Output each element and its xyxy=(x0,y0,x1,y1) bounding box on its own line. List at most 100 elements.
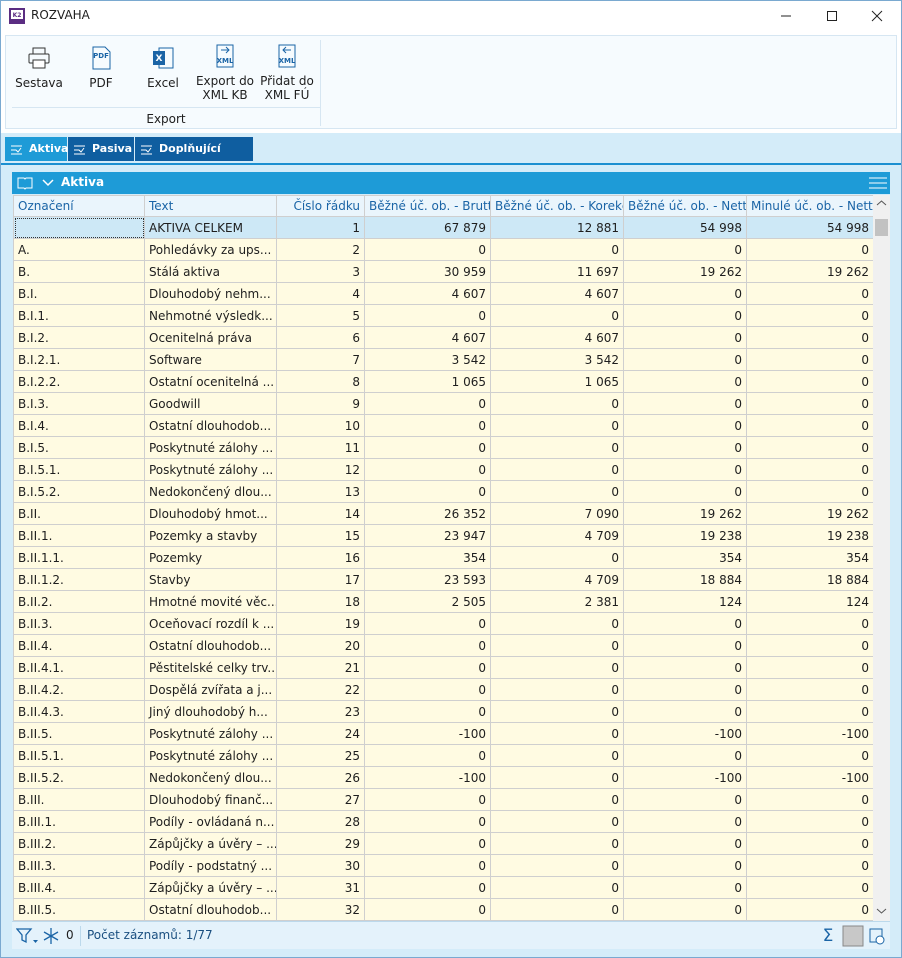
table-row[interactable]: B.I.5.2. Nedokončený dlou... 13 0 0 0 0 xyxy=(13,480,874,503)
table-cell: -100 xyxy=(364,766,491,789)
table-cell: 2 xyxy=(276,238,365,261)
table-cell: B.III.4. xyxy=(13,876,145,899)
table-row[interactable]: B. Stálá aktiva 3 30 959 11 697 19 262 19 262 xyxy=(13,260,874,283)
table-cell xyxy=(13,216,145,239)
table-cell: 12 881 xyxy=(490,216,624,239)
toolbar-button[interactable]: X Excel xyxy=(132,44,194,90)
table-cell: 0 xyxy=(490,678,624,701)
table-cell: 0 xyxy=(490,832,624,855)
table-row[interactable]: B.II.4.2. Dospělá zvířata a j... 22 0 0 0 0 xyxy=(13,678,874,701)
filter-icon[interactable] xyxy=(16,927,40,945)
freeze-icon[interactable] xyxy=(42,927,60,945)
svg-text:XML: XML xyxy=(279,57,296,65)
tab[interactable]: Pasiva xyxy=(68,137,134,161)
table-row[interactable]: B.III.2. Zápůjčky a úvěry – ... 29 0 0 0 0 xyxy=(13,832,874,855)
column-header[interactable]: Číslo řádku xyxy=(276,195,365,217)
table-cell: 0 xyxy=(623,876,747,899)
table-row[interactable]: A. Pohledávky za ups... 2 0 0 0 0 xyxy=(13,238,874,261)
table-cell: Dlouhodobý hmot... xyxy=(144,502,277,525)
table-cell: B.III. xyxy=(13,788,145,811)
table-cell: 0 xyxy=(623,832,747,855)
table-row[interactable]: B.I.1. Nehmotné výsledk... 5 0 0 0 0 xyxy=(13,304,874,327)
table-row[interactable]: B.I.5. Poskytnuté zálohy ... 11 0 0 0 0 xyxy=(13,436,874,459)
table-cell: 0 xyxy=(623,392,747,415)
toolbar-button[interactable]: Sestava xyxy=(8,44,70,90)
table-cell: 0 xyxy=(623,678,747,701)
column-header[interactable]: Text xyxy=(144,195,277,217)
title-bar: K2 ROZVAHA xyxy=(1,1,901,31)
menu-icon[interactable] xyxy=(868,176,888,190)
table-row[interactable]: B.II.4.1. Pěstitelské celky trv... 21 0 0 0 0 xyxy=(13,656,874,679)
table-row[interactable]: B.II. Dlouhodobý hmot... 14 26 352 7 090 19 2… xyxy=(13,502,874,525)
table-row[interactable]: B.II.4.3. Jiný dlouhodobý h... 23 0 0 0 0 xyxy=(13,700,874,723)
table-row[interactable]: AKTIVA CELKEM 1 67 879 12 881 54 998 54 998 xyxy=(13,216,874,239)
table-row[interactable]: B.II.4. Ostatní dlouhodob... 20 0 0 0 0 xyxy=(13,634,874,657)
toolbar-button[interactable]: XML Export do XML KB xyxy=(194,44,256,102)
table-cell: B.II.1.2. xyxy=(13,568,145,591)
table-cell: 0 xyxy=(490,612,624,635)
table-row[interactable]: B.III.5. Ostatní dlouhodob... 32 0 0 0 0 xyxy=(13,898,874,921)
column-header[interactable]: Běžné úč. ob. - Korekce xyxy=(490,195,624,217)
table-row[interactable]: B.II.5. Poskytnuté zálohy ... 24 -100 0 -100-… xyxy=(13,722,874,745)
table-cell: B.II.5.1. xyxy=(13,744,145,767)
scrollbar[interactable] xyxy=(873,195,890,921)
table-cell: 0 xyxy=(623,898,747,921)
table-row[interactable]: B.II.1.2. Stavby 17 23 593 4 709 18 884 18 884 xyxy=(13,568,874,591)
table-row[interactable]: B.I. Dlouhodobý nehm... 4 4 607 4 607 0 0 xyxy=(13,282,874,305)
table-cell: 6 xyxy=(276,326,365,349)
table-cell: B.I.5.2. xyxy=(13,480,145,503)
toolbar-button[interactable]: XML Přidat do XML FÚ xyxy=(256,44,318,102)
table-cell: 1 065 xyxy=(490,370,624,393)
column-header[interactable]: Označení xyxy=(13,195,145,217)
table-cell: Poskytnuté zálohy ... xyxy=(144,722,277,745)
table-row[interactable]: B.II.5.2. Nedokončený dlou... 26 -100 0 -100-… xyxy=(13,766,874,789)
table-cell: 0 xyxy=(746,656,874,679)
table-row[interactable]: B.II.5.1. Poskytnuté zálohy ... 25 0 0 0 0 xyxy=(13,744,874,767)
table-cell: 4 607 xyxy=(364,326,491,349)
table-row[interactable]: B.III.4. Zápůjčky a úvěry – ... 31 0 0 0 0 xyxy=(13,876,874,899)
table-cell: 0 xyxy=(623,238,747,261)
table-row[interactable]: B.III.3. Podíly - podstatný ... 30 0 0 0 0 xyxy=(13,854,874,877)
table-row[interactable]: B.I.5.1. Poskytnuté zálohy ... 12 0 0 0 0 xyxy=(13,458,874,481)
status-tools[interactable]: Σ xyxy=(818,925,888,947)
column-header[interactable]: Běžné úč. ob. - Brutto xyxy=(364,195,491,217)
table-row[interactable]: B.I.3. Goodwill 9 0 0 0 0 xyxy=(13,392,874,415)
panel-icons[interactable] xyxy=(17,176,57,190)
table-cell: B. xyxy=(13,260,145,283)
table-row[interactable]: B.I.4. Ostatní dlouhodob... 10 0 0 0 0 xyxy=(13,414,874,437)
table-cell: B.III.5. xyxy=(13,898,145,921)
table-cell: 354 xyxy=(364,546,491,569)
table-cell: Pozemky xyxy=(144,546,277,569)
table-cell: 30 xyxy=(276,854,365,877)
table-row[interactable]: B.II.1.1. Pozemky 16 354 0 354 354 xyxy=(13,546,874,569)
table-cell: 1 xyxy=(276,216,365,239)
table-cell: 0 xyxy=(746,458,874,481)
svg-text:XML: XML xyxy=(217,57,234,65)
tab[interactable]: Doplňující údaje xyxy=(135,137,253,179)
table-cell: 19 238 xyxy=(623,524,747,547)
column-header[interactable]: Běžné úč. ob. - Netto xyxy=(623,195,747,217)
button-label: XML KB xyxy=(202,88,248,102)
table-row[interactable]: B.II.1. Pozemky a stavby 15 23 947 4 709 19 2… xyxy=(13,524,874,547)
table-cell: 19 262 xyxy=(746,260,874,283)
column-header[interactable]: Minulé úč. ob. - Netto xyxy=(746,195,874,217)
table-row[interactable]: B.III.1. Podíly - ovládaná n... 28 0 0 0 0 xyxy=(13,810,874,833)
table-row[interactable]: B.II.2. Hmotné movité věc... 18 2 505 2 381 1… xyxy=(13,590,874,613)
table-cell: -100 xyxy=(623,722,747,745)
toolbar-button[interactable]: PDF PDF xyxy=(70,44,132,90)
table-row[interactable]: B.III. Dlouhodobý finanč... 27 0 0 0 0 xyxy=(13,788,874,811)
table-row[interactable]: B.I.2.2. Ostatní ocenitelná ... 8 1 065 1 06… xyxy=(13,370,874,393)
window-controls[interactable] xyxy=(771,7,891,25)
group-label: Export xyxy=(12,107,320,126)
table-cell: 19 xyxy=(276,612,365,635)
svg-text:K2: K2 xyxy=(13,12,22,19)
table-cell: 0 xyxy=(490,414,624,437)
table-row[interactable]: B.II.3. Oceňovací rozdíl k ... 19 0 0 0 0 xyxy=(13,612,874,635)
table-cell: Nedokončený dlou... xyxy=(144,766,277,789)
table-cell: 0 xyxy=(746,832,874,855)
tab[interactable]: Aktiva xyxy=(5,137,68,161)
table-row[interactable]: B.I.2.1. Software 7 3 542 3 542 0 0 xyxy=(13,348,874,371)
table-cell: Zápůjčky a úvěry – ... xyxy=(144,832,277,855)
table-row[interactable]: B.I.2. Ocenitelná práva 6 4 607 4 607 0 0 xyxy=(13,326,874,349)
